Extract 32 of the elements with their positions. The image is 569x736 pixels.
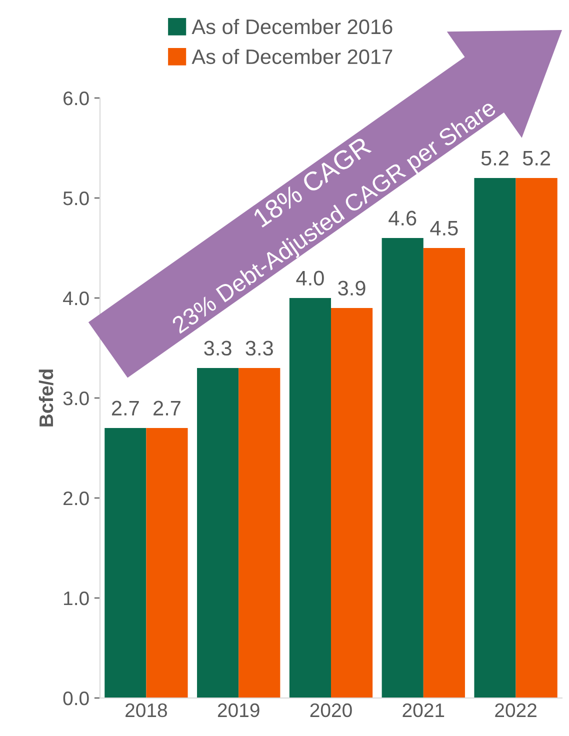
y-tick-label: 1.0 <box>64 591 89 606</box>
data-label: 2.7 <box>154 400 180 416</box>
x-tick-label: 2022 <box>495 703 536 718</box>
data-label: 4.5 <box>430 221 458 236</box>
x-tick-label: 2020 <box>310 703 352 718</box>
data-label: 4.6 <box>388 210 416 226</box>
bar <box>382 238 424 698</box>
x-tick-label: 2021 <box>402 703 444 718</box>
data-label: 2.7 <box>112 400 139 416</box>
data-label: 3.3 <box>204 340 232 356</box>
y-tick-label: 3.0 <box>63 391 89 406</box>
y-tick-label: 6.0 <box>64 91 89 106</box>
data-label: 3.3 <box>246 340 273 356</box>
bar <box>104 428 146 698</box>
y-tick-label: 4.0 <box>63 291 89 306</box>
bar <box>474 178 516 698</box>
bar <box>238 368 280 698</box>
bar <box>197 368 239 698</box>
data-label: 5.2 <box>481 150 508 166</box>
y-tick-label: 0.0 <box>63 691 89 706</box>
data-label: 5.2 <box>522 150 550 166</box>
x-tick-label: 2018 <box>126 703 167 718</box>
y-tick-label: 2.0 <box>64 491 89 506</box>
bar <box>146 428 188 698</box>
bar <box>331 308 373 698</box>
legend-label: As of December 2017 <box>192 48 392 64</box>
legend-label: As of December 2016 <box>192 18 392 34</box>
bar <box>516 178 558 698</box>
bar <box>423 248 465 698</box>
x-tick-label: 2019 <box>218 703 260 718</box>
y-axis-title: Bcfe/d <box>38 370 54 426</box>
y-tick-label: 5.0 <box>63 191 89 206</box>
